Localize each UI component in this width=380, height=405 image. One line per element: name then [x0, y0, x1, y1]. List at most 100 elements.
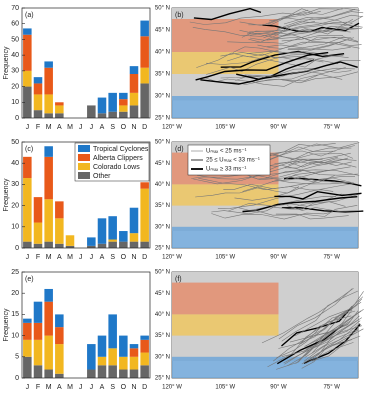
bar-segment — [129, 74, 139, 93]
bar-segment — [140, 365, 149, 378]
bar-segment — [33, 77, 43, 84]
storm-track — [239, 25, 355, 39]
storm-track — [281, 308, 364, 357]
y-tick-label: 20 — [11, 83, 19, 90]
bar-segment — [108, 239, 117, 242]
x-tick-label: F — [36, 124, 40, 131]
storm-track — [284, 310, 362, 365]
bar-segment — [23, 34, 32, 71]
bar-segment — [44, 199, 53, 242]
bar-segment — [129, 66, 139, 74]
storm-track — [195, 51, 329, 81]
storm-track — [271, 166, 351, 182]
storm-track — [278, 306, 353, 349]
bar-segment — [55, 373, 64, 378]
bar-segment — [108, 92, 117, 112]
bar-segment — [44, 67, 53, 95]
x-tick-label: N — [131, 384, 136, 391]
storm-track — [274, 190, 362, 200]
storm-track — [236, 61, 358, 80]
bar-segment — [129, 356, 139, 370]
bar-segment — [87, 369, 96, 378]
storm-track — [301, 339, 350, 369]
lon-tick-label: 120° W — [162, 385, 182, 391]
legend-box — [187, 144, 271, 176]
storm-track — [303, 322, 361, 362]
bar-segment — [33, 94, 43, 111]
storm-track — [198, 175, 335, 191]
x-tick-label: J — [26, 254, 30, 261]
y-tick-label: 20 — [11, 202, 19, 209]
bar-segment — [23, 322, 32, 340]
x-tick-label: S — [110, 384, 115, 391]
lon-tick-label: 120° W — [162, 255, 182, 261]
bar-segment — [119, 335, 128, 357]
storm-track — [220, 60, 361, 79]
y-axis-label: Frequency — [3, 178, 10, 212]
bar-segment — [129, 207, 139, 234]
x-tick-label: F — [36, 384, 40, 391]
x-tick-label: J — [26, 124, 30, 131]
storm-track — [227, 201, 346, 212]
y-tick-label: 30 — [11, 68, 19, 75]
lat-tick-label: 50° N — [155, 140, 170, 146]
bar-segment — [23, 178, 32, 242]
bar-segment — [23, 28, 32, 35]
bar-segment — [129, 241, 139, 248]
bar-segment — [119, 241, 128, 248]
bar-segment — [119, 231, 128, 242]
lat-tick-label: 30° N — [155, 94, 170, 100]
panel-label: (d) — [175, 146, 184, 153]
x-tick-label: D — [142, 254, 147, 261]
bar-segment — [97, 243, 107, 248]
bar-segment — [108, 241, 117, 248]
storm-track — [276, 310, 356, 359]
bar-segment — [129, 348, 139, 357]
bar-segment — [23, 70, 32, 87]
lat-tick-label: 45° N — [155, 291, 170, 297]
x-tick-label: O — [121, 254, 127, 261]
lon-tick-label: 90° W — [270, 125, 287, 131]
bar-segment — [33, 83, 43, 95]
region-north — [172, 19, 279, 52]
bar-segment — [55, 201, 64, 219]
storm-track — [263, 15, 364, 39]
y-tick-label: 0 — [15, 245, 19, 252]
bar-segment — [129, 369, 139, 378]
x-tick-label: M — [67, 254, 73, 261]
bar-segment — [97, 97, 107, 114]
storm-track — [206, 56, 324, 75]
y-axis-label: Frequency — [3, 46, 10, 80]
bar-segment — [44, 146, 53, 157]
legend-label: Alberta Clippers — [93, 155, 143, 162]
legend-label: Other — [93, 173, 111, 180]
storm-track — [227, 29, 351, 44]
region-south — [172, 356, 358, 378]
storm-track — [261, 287, 354, 344]
panel-label: (f) — [175, 276, 182, 283]
panel-label: (a) — [25, 12, 34, 19]
bar-segment — [33, 301, 43, 323]
storm-track — [278, 288, 353, 340]
storm-track — [281, 35, 344, 42]
legend-label: Uₘₐₓ ≥ 33 ms⁻¹ — [206, 167, 246, 173]
x-tick-label: O — [121, 384, 127, 391]
storm-track — [300, 291, 364, 345]
storm-track — [282, 73, 343, 82]
bar-segment — [97, 335, 107, 357]
x-tick-label: D — [142, 124, 147, 131]
bar-segment — [23, 86, 32, 118]
axes-box — [21, 271, 151, 379]
bar-segment — [44, 369, 53, 378]
storm-track — [288, 176, 354, 184]
storm-track — [196, 52, 309, 68]
region-south — [172, 226, 358, 248]
storm-track — [286, 205, 362, 212]
legend-swatch — [78, 154, 90, 161]
y-tick-label: 70 — [11, 5, 19, 12]
lat-tick-label: 30° N — [155, 224, 170, 230]
storm-track — [241, 30, 359, 43]
panel-label: (e) — [25, 276, 34, 283]
lon-tick-label: 105° W — [215, 125, 235, 131]
